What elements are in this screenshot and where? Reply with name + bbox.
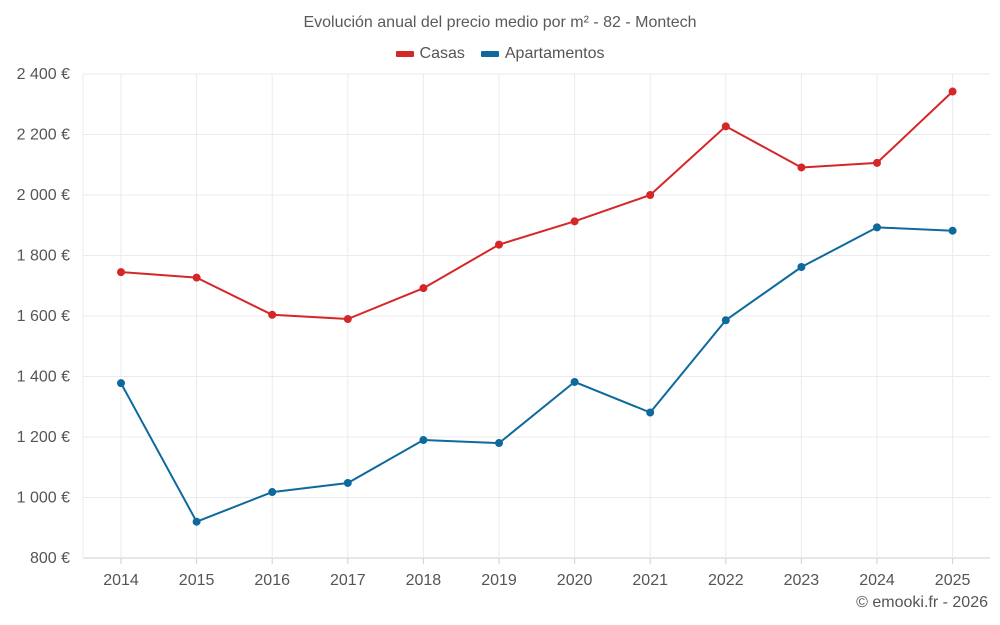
y-tick-label: 2 000 €	[17, 187, 70, 204]
data-point-apartamentos	[570, 377, 579, 386]
legend: Casas Apartamentos	[0, 45, 1000, 63]
credit: © emooki.fr - 2026	[856, 594, 988, 611]
data-point-apartamentos	[948, 226, 957, 235]
y-tick-label: 800 €	[30, 550, 70, 567]
data-point-apartamentos	[721, 316, 730, 325]
y-tick-label: 1 800 €	[17, 248, 70, 265]
y-tick-label: 1 200 €	[17, 429, 70, 446]
legend-swatch-casas	[395, 51, 414, 57]
data-point-casas	[797, 163, 806, 172]
data-point-apartamentos	[873, 223, 881, 232]
series-line-casas	[120, 90, 954, 320]
data-point-casas	[419, 284, 428, 293]
legend-label-casas: Casas	[419, 45, 465, 62]
x-tick-label: 2018	[406, 572, 442, 589]
data-point-apartamentos	[343, 478, 352, 487]
x-tick-label: 2020	[557, 572, 593, 589]
data-point-casas	[646, 191, 655, 199]
x-tick-label: 2019	[481, 572, 517, 589]
data-point-casas	[570, 217, 579, 226]
x-tick-label: 2017	[330, 572, 366, 589]
chart-title: Evolución anual del precio medio por m² …	[303, 14, 697, 31]
y-tick-label: 1 400 €	[17, 369, 70, 386]
data-point-casas	[268, 310, 277, 319]
data-point-apartamentos	[419, 436, 428, 445]
data-point-casas	[192, 273, 201, 282]
data-point-casas	[495, 240, 503, 249]
y-tick-label: 2 400 €	[17, 66, 70, 83]
x-tick-label: 2024	[859, 572, 895, 589]
data-point-apartamentos	[495, 439, 503, 448]
legend-label-apartamentos: Apartamentos	[504, 45, 605, 62]
x-tick-label: 2022	[708, 572, 744, 589]
data-point-apartamentos	[117, 379, 125, 388]
data-point-casas	[948, 87, 957, 96]
y-tick-label: 2 200 €	[17, 127, 70, 144]
data-point-casas	[117, 268, 125, 277]
legend-item-casas[interactable]: Casas	[395, 45, 465, 63]
data-point-apartamentos	[192, 517, 201, 526]
series-line-apartamentos	[120, 226, 953, 523]
data-point-casas	[721, 122, 730, 131]
x-tick-label: 2023	[784, 572, 820, 589]
x-tick-label: 2021	[632, 572, 668, 589]
data-point-casas	[343, 315, 352, 324]
data-point-casas	[873, 158, 881, 167]
x-tick-label: 2016	[254, 572, 290, 589]
y-tick-label: 1 000 €	[17, 490, 70, 507]
x-tick-label: 2014	[103, 572, 139, 589]
data-point-apartamentos	[646, 408, 655, 417]
legend-swatch-apartamentos	[480, 51, 499, 57]
x-tick-label: 2025	[935, 572, 971, 589]
x-tick-label: 2015	[179, 572, 215, 589]
y-tick-label: 1 600 €	[17, 308, 70, 325]
legend-item-apartamentos[interactable]: Apartamentos	[480, 45, 605, 63]
data-point-apartamentos	[797, 262, 806, 271]
data-point-apartamentos	[268, 488, 277, 497]
